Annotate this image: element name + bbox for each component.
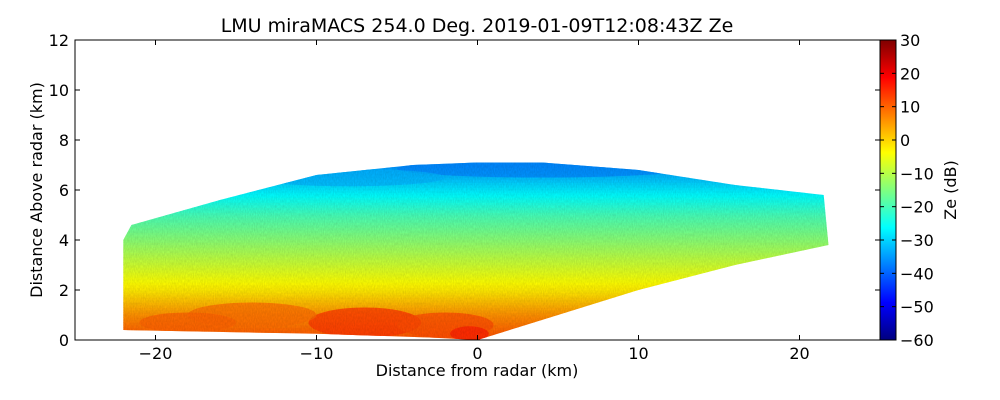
colorbar-tick-label: −50 [900,298,934,317]
colorbar-label: Ze (dB) [941,160,960,220]
x-tick-label: −10 [300,344,334,363]
y-tick-label: 2 [59,281,69,300]
colorbar-tick-label: 30 [900,31,920,50]
colorbar-tick-label: 0 [900,131,910,150]
colorbar-tick-label: 20 [900,64,920,83]
y-axis: 0 2 4 6 8 10 12 [49,31,880,350]
y-axis-label: Distance Above radar (km) [27,82,46,298]
x-tick-label: 0 [472,344,482,363]
colorbar-tick-label: −40 [900,264,934,283]
y-tick-label: 8 [59,131,69,150]
x-tick-label: 10 [628,344,648,363]
y-tick-label: 6 [59,181,69,200]
y-tick-label: 10 [49,81,69,100]
colorbar-tick-label: −30 [900,231,934,250]
y-tick-label: 12 [49,31,69,50]
x-tick-label: 20 [789,344,809,363]
chart-title: LMU miraMACS 254.0 Deg. 2019-01-09T12:08… [221,15,734,37]
y-tick-label: 4 [59,231,69,250]
colorbar-tick-label: −10 [900,164,934,183]
x-tick-label: −20 [139,344,173,363]
colorbar [879,39,897,341]
colorbar-axis: −60 −50 −40 −30 −20 −10 0 10 20 30 [880,31,934,350]
colorbar-tick-label: 10 [900,98,920,117]
y-tick-label: 0 [59,331,69,350]
x-axis-label: Distance from radar (km) [376,361,579,380]
colorbar-tick-label: −20 [900,198,934,217]
colorbar-tick-label: −60 [900,331,934,350]
x-axis: −20 −10 0 10 20 [139,40,810,363]
